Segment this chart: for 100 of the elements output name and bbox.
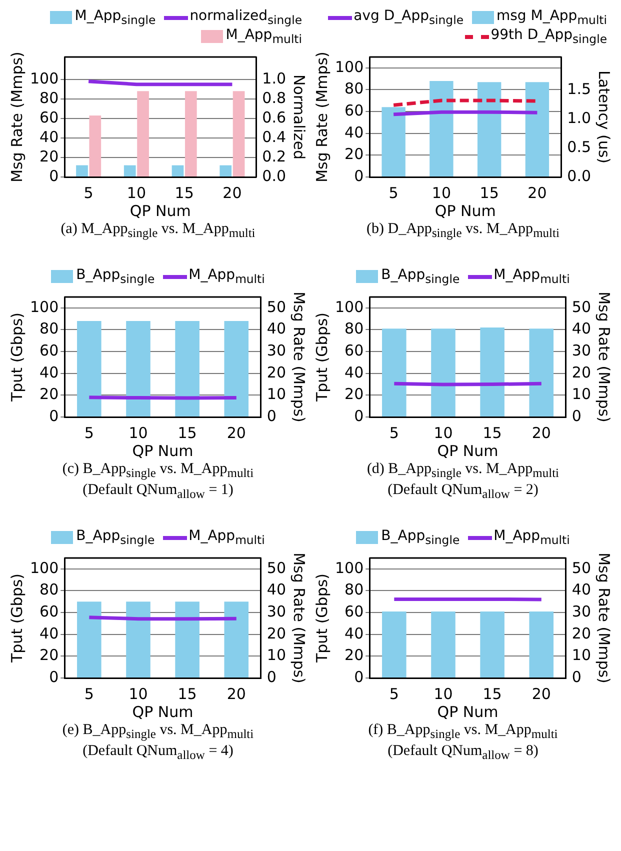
x-tick-label: 10	[434, 684, 453, 703]
bar	[76, 165, 88, 176]
x-tick-label: 5	[84, 424, 94, 442]
y-tick-label: 0	[354, 166, 364, 185]
y-tick-label: 100	[30, 558, 59, 577]
y-axis-title: Msg Rate (Mmps)	[312, 52, 331, 182]
y2-tick-label: 20	[266, 624, 286, 642]
x-tick-label: 10	[128, 424, 148, 442]
y-tick-label: 100	[30, 298, 59, 316]
y2-tick-label: 50	[572, 558, 592, 577]
bar	[137, 91, 149, 176]
y2-tick-label: 0	[572, 668, 582, 686]
y-tick-label: 60	[40, 341, 59, 360]
y-tick-label: 0	[49, 668, 59, 686]
text: (Default QNum$_{allow}$ = 8)	[386, 743, 540, 764]
y2-tick-label: 30	[572, 602, 592, 620]
x-tick-label: 20	[222, 184, 242, 202]
y-tick-label: 0	[354, 668, 364, 686]
y-tick-label: 40	[344, 123, 364, 142]
y-tick-label: 60	[40, 108, 59, 126]
bar	[184, 91, 197, 176]
y-tick-label: 80	[40, 88, 59, 107]
y-tick-label: 60	[344, 341, 364, 360]
y-tick-label: 60	[40, 602, 59, 620]
y2-tick-label: 50	[266, 298, 286, 316]
legend-label: M_App$_{multi}$	[494, 528, 570, 547]
legend-label: 99th D_App$_{single}$	[490, 27, 607, 46]
bar	[124, 165, 136, 176]
y-tick-label: 60	[344, 602, 364, 620]
x-axis-title: QP Num	[437, 702, 498, 721]
x-tick-label: 20	[532, 684, 551, 703]
bar	[477, 82, 502, 176]
bar	[220, 165, 232, 176]
y-tick-label: 20	[40, 147, 59, 166]
y2-axis-title: Msg Rate (Mmps)	[595, 292, 614, 422]
y-axis-title: Tput (Gbps)	[312, 312, 331, 403]
legend-label: msg M_App$_{multi}$	[496, 8, 607, 28]
y-tick-label: 80	[40, 580, 59, 599]
y-tick-label: 40	[344, 363, 364, 382]
y-tick-label: 40	[40, 624, 59, 642]
x-axis-title: QP Num	[130, 202, 191, 220]
y2-tick-label: 0	[572, 406, 582, 425]
y2-tick-label: 0.0	[262, 166, 286, 185]
y-tick-label: 100	[334, 58, 364, 76]
y-tick-label: 80	[344, 320, 364, 338]
y-tick-label: 100	[334, 298, 364, 316]
y2-tick-label: 1.0	[262, 69, 286, 88]
y2-tick-label: 0.5	[567, 138, 592, 156]
y-tick-label: 40	[40, 363, 59, 382]
legend-label: normalized$_{single}$	[190, 8, 302, 28]
y-tick-label: 0	[49, 166, 59, 185]
y2-tick-label: 40	[266, 320, 286, 338]
legend-label: M_App$_{multi}$	[226, 27, 302, 46]
x-tick-label: 5	[388, 184, 398, 202]
legend-label: M_App$_{multi}$	[188, 267, 265, 286]
text: (Default QNum$_{allow}$ = 4)	[82, 743, 234, 764]
y-axis-title: Tput (Gbps)	[312, 573, 331, 664]
y2-tick-label: 10	[572, 646, 592, 664]
y2-tick-label: 1.0	[567, 108, 592, 127]
x-tick-label: 10	[128, 684, 148, 703]
y-tick-label: 100	[30, 69, 59, 88]
legend-label: M_App$_{multi}$	[188, 528, 265, 547]
y-axis-title: Tput (Gbps)	[8, 573, 26, 664]
y2-tick-label: 30	[266, 602, 286, 620]
text: (a) M_App$_{single}$ vs. M_App$_{multi}$	[60, 221, 256, 242]
legend-label: M_App$_{multi}$	[494, 267, 570, 286]
y2-tick-label: 0.8	[262, 88, 286, 107]
x-tick-label: 10	[434, 424, 453, 442]
y2-tick-label: 50	[266, 558, 286, 577]
y2-tick-label: 10	[572, 385, 592, 404]
legend-label: B_App$_{single}$	[76, 528, 155, 547]
y2-axis-title: Normalized	[290, 74, 308, 160]
y-tick-label: 0	[49, 406, 59, 425]
x-axis-title: QP Num	[132, 442, 194, 460]
y2-tick-label: 40	[266, 580, 286, 599]
y-tick-label: 20	[344, 646, 364, 664]
x-tick-label: 15	[482, 424, 502, 442]
x-tick-label: 15	[482, 684, 502, 703]
y-tick-label: 40	[344, 624, 364, 642]
x-tick-label: 5	[84, 184, 94, 202]
x-tick-label: 20	[226, 684, 246, 703]
y2-axis-title: Msg Rate (Mmps)	[595, 552, 614, 684]
y-tick-label: 20	[40, 385, 59, 404]
x-tick-label: 10	[432, 184, 451, 202]
y2-axis-title: Msg Rate (Mmps)	[290, 292, 308, 422]
x-tick-label: 15	[178, 684, 197, 703]
y2-tick-label: 0	[266, 406, 276, 425]
legend-label: B_App$_{single}$	[76, 267, 155, 286]
x-tick-label: 15	[174, 184, 194, 202]
y2-tick-label: 1.5	[567, 80, 592, 98]
x-tick-label: 5	[84, 684, 94, 703]
bar	[232, 91, 245, 176]
y-tick-label: 0	[354, 406, 364, 425]
x-tick-label: 15	[480, 184, 499, 202]
y2-tick-label: 20	[572, 363, 592, 382]
y2-tick-label: 0.0	[567, 166, 592, 185]
bar	[89, 116, 102, 176]
text: (e) B_App$_{single}$ vs. M_App$_{multi}$	[61, 722, 255, 743]
y-tick-label: 100	[334, 558, 364, 577]
y2-tick-label: 0.4	[262, 128, 286, 146]
